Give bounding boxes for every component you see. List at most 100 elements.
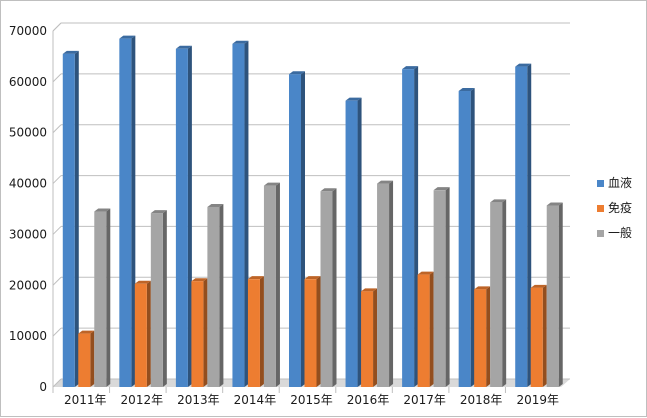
x-tick-label: 2018年 xyxy=(460,393,503,407)
bar-side xyxy=(429,271,434,387)
bar-top xyxy=(62,50,79,54)
bar-top xyxy=(175,45,192,49)
gridline-depth xyxy=(52,22,62,32)
bar-血液-2016年 xyxy=(345,97,362,387)
bar-front xyxy=(320,191,333,387)
bar-top xyxy=(207,203,224,207)
bar-top xyxy=(304,276,321,280)
x-tick-label: 2014年 xyxy=(234,393,277,407)
bar-side xyxy=(203,278,208,387)
bar-side xyxy=(373,288,378,387)
bar-免疫-2011年 xyxy=(78,330,95,387)
x-tick-label: 2017年 xyxy=(403,393,446,407)
gridline-depth xyxy=(52,378,62,388)
bars xyxy=(62,35,563,388)
legend-label: 血液 xyxy=(608,175,632,190)
bar-side xyxy=(244,40,249,387)
y-tick-label: 30000 xyxy=(9,227,47,241)
bar-side xyxy=(106,208,111,387)
x-axis-ticks: 2011年 2012年 2013年 2014年 2015年 2016年 2017年 2018年… xyxy=(52,387,559,407)
legend-label: 一般 xyxy=(608,225,632,240)
bar-front xyxy=(78,333,91,387)
bar-side xyxy=(90,330,95,387)
bar-front xyxy=(530,287,543,387)
bar-top xyxy=(402,66,419,70)
bar-side xyxy=(470,88,475,388)
bar-side xyxy=(445,187,450,387)
bar-top xyxy=(377,180,394,184)
bar-top xyxy=(417,271,434,275)
bar-side xyxy=(131,35,136,387)
y-tick-label: 20000 xyxy=(9,278,47,292)
bar-front xyxy=(191,281,204,387)
gridline-depth xyxy=(52,73,62,83)
x-tick-label: 2015年 xyxy=(290,393,333,407)
bar-一般-2013年 xyxy=(207,203,224,387)
x-tick-label: 2011年 xyxy=(64,393,107,407)
bar-front xyxy=(304,279,317,387)
bar-血液-2011年 xyxy=(62,50,79,388)
bar-top xyxy=(458,88,475,92)
bar-top xyxy=(345,97,362,101)
bar-top xyxy=(546,202,563,206)
bar-一般-2015年 xyxy=(320,188,337,387)
bar-front xyxy=(175,48,188,388)
x-tick-label: 2019年 xyxy=(516,393,559,407)
gridline-depth xyxy=(52,226,62,235)
x-tick-label: 2016年 xyxy=(347,393,390,407)
bar-一般-2012年 xyxy=(150,210,167,387)
bar-top xyxy=(232,40,249,44)
bar-免疫-2017年 xyxy=(417,271,434,387)
bar-top xyxy=(289,71,305,75)
bar-top xyxy=(530,284,547,288)
bar-top xyxy=(361,288,378,292)
bar-top xyxy=(191,278,208,282)
bar-side xyxy=(486,286,491,387)
bar-front xyxy=(474,289,487,387)
bar-一般-2011年 xyxy=(94,208,111,387)
legend-label: 免疫 xyxy=(608,200,632,215)
bar-top xyxy=(247,276,264,280)
bar-血液-2017年 xyxy=(402,66,419,388)
bar-血液-2013年 xyxy=(175,45,192,388)
bar-side xyxy=(187,45,192,388)
bar-front xyxy=(247,279,260,387)
bar-front xyxy=(134,283,147,387)
bar-side xyxy=(146,280,151,387)
bar-top xyxy=(263,182,280,186)
y-tick-label: 0 xyxy=(39,380,47,394)
bar-side xyxy=(527,63,532,387)
bar-front xyxy=(289,74,301,387)
bar-front xyxy=(207,206,220,387)
bar-top xyxy=(94,208,111,212)
legend-swatch xyxy=(597,205,604,212)
bar-一般-2019年 xyxy=(546,202,563,387)
bar-front xyxy=(490,202,503,387)
bar-一般-2016年 xyxy=(377,180,394,387)
bar-side xyxy=(558,202,563,387)
x-tick-label: 2012年 xyxy=(121,393,164,407)
bar-side xyxy=(389,180,394,387)
legend-swatch xyxy=(597,230,604,237)
bar-front xyxy=(433,190,446,387)
bar-血液-2014年 xyxy=(232,40,249,387)
bar-front xyxy=(62,53,75,388)
bar-血液-2012年 xyxy=(119,35,136,387)
bar-side xyxy=(316,276,321,387)
bar-免疫-2018年 xyxy=(474,286,491,387)
bar-side xyxy=(219,203,224,387)
bar-免疫-2016年 xyxy=(361,288,378,387)
bar-front xyxy=(232,43,245,387)
gridline-depth xyxy=(52,124,62,134)
bar-免疫-2012年 xyxy=(134,280,151,387)
y-tick-label: 40000 xyxy=(9,177,47,191)
bar-side xyxy=(357,97,362,387)
bar-front xyxy=(402,69,415,388)
y-tick-label: 10000 xyxy=(9,329,47,343)
bar-front xyxy=(417,274,430,387)
gridline-depth xyxy=(52,175,62,184)
bar-top xyxy=(474,286,491,290)
